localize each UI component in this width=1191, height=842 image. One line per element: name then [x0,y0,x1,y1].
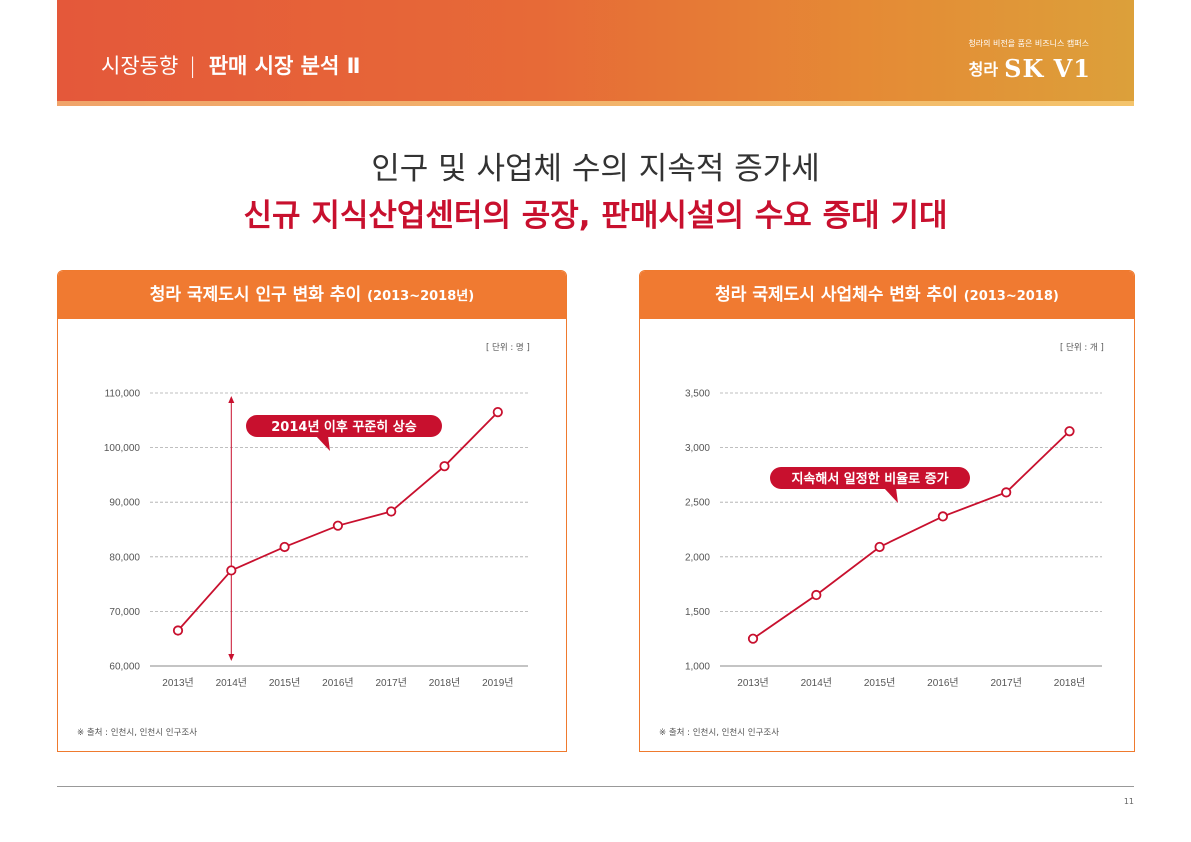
population-chart-panel: 청라 국제도시 인구 변화 추이 (2013~2018년) [ 단위 : 명 ]… [57,270,567,752]
population-chart-title-text: 청라 국제도시 인구 변화 추이 [149,285,362,305]
section-subtitle: 판매 시장 분석 Ⅱ [208,54,361,78]
x-tick-label: 2013년 [737,677,768,689]
population-line-chart: 60,000 70,000 80,000 90,000 100,000 110,000 20… [104,389,528,689]
x-tick-label: 2017년 [375,677,406,689]
header-divider: | [188,54,197,78]
x-tick-label: 2016년 [927,677,958,689]
data-point [811,589,822,601]
x-tick-label: 2018년 [429,677,460,689]
data-point [226,565,237,576]
callout-text: 2014년 이후 꾸준히 상승 [271,419,416,435]
brand-logo: 청라 SK V1 [969,54,1091,83]
x-tick-label: 2019년 [482,677,513,689]
x-tick-label: 2015년 [269,677,300,689]
callout-bubble [770,467,970,489]
x-tick-label: 2018년 [1054,677,1085,689]
business-chart-panel: 청라 국제도시 사업체수 변화 추이 (2013~2018) [ 단위 : 개 … [639,270,1135,752]
headline-highlight: 신규 지식산업센터의 공장, 판매시설의 수요 증대 기대 [243,198,948,234]
data-point [332,520,343,531]
header-title: 시장동향 | 판매 시장 분석 Ⅱ [101,50,360,80]
data-point [279,541,290,553]
arrow-head-top [228,396,235,403]
business-chart-years: (2013~2018) [963,289,1059,304]
data-point [1064,426,1075,437]
data-point [747,633,759,644]
arrow-head-bottom [228,654,235,661]
x-tick-label: 2014년 [801,677,832,689]
callout-text: 지속해서 일정한 비율로 증가 [791,471,948,487]
population-source: ※ 출처 : 인천시, 인천시 인구조사 [77,728,198,738]
data-point [172,625,184,636]
business-source: ※ 출처 : 인천시, 인천시 인구조사 [659,728,780,738]
brand-name: SK V1 [1004,54,1091,83]
business-line-chart: 1,000 1,500 2,000 2,500 3,000 3,500 2013년 2014년… [685,389,1102,689]
x-tick-label: 2013년 [162,677,193,689]
x-tick-label: 2014년 [216,677,247,689]
y-tick-label: 1,000 [685,662,710,673]
data-point [439,461,450,472]
business-unit: [ 단위 : 개 ] [1060,343,1104,353]
y-tick-label: 80,000 [109,552,140,563]
series-line [752,430,1071,640]
population-unit: [ 단위 : 명 ] [486,343,530,353]
section-label: 시장동향 [101,54,179,78]
brand-tagline: 청라의 비전을 품은 비즈니스 캠퍼스 [968,39,1089,48]
data-point [1001,487,1012,498]
y-tick-label: 3,000 [685,443,710,454]
population-chart-title: 청라 국제도시 인구 변화 추이 (2013~2018년) [58,271,566,319]
y-tick-label: 70,000 [109,607,140,618]
data-point [386,506,397,517]
callout-bubble [246,415,442,437]
page-header: 시장동향 | 판매 시장 분석 Ⅱ 청라의 비전을 품은 비즈니스 캠퍼스 청라… [57,0,1134,103]
y-tick-label: 2,000 [685,552,710,563]
footer-divider [57,786,1134,787]
business-chart-title-text: 청라 국제도시 사업체수 변화 추이 [715,285,958,305]
x-tick-label: 2015년 [864,677,895,689]
y-tick-label: 90,000 [109,498,140,509]
page-number: 11 [1123,797,1134,806]
brand-korean: 청라 [968,60,999,79]
y-tick-label: 1,500 [685,607,710,618]
y-tick-label: 100,000 [104,443,141,454]
headline-primary: 인구 및 사업체 수의 지속적 증가세 [371,151,820,187]
business-chart-title: 청라 국제도시 사업체수 변화 추이 (2013~2018) [640,271,1134,319]
population-chart-years: (2013~2018년) [367,289,475,304]
x-tick-label: 2016년 [322,677,353,689]
data-point [874,541,885,553]
y-tick-label: 2,500 [685,498,710,509]
header-accent-line [57,101,1134,106]
x-tick-label: 2017년 [990,677,1021,689]
data-point [937,511,948,522]
y-tick-label: 3,500 [685,389,710,400]
callout-pointer [316,436,330,451]
callout-pointer [884,488,898,503]
y-tick-label: 60,000 [109,662,140,673]
y-tick-label: 110,000 [105,389,141,400]
data-point [492,407,503,418]
